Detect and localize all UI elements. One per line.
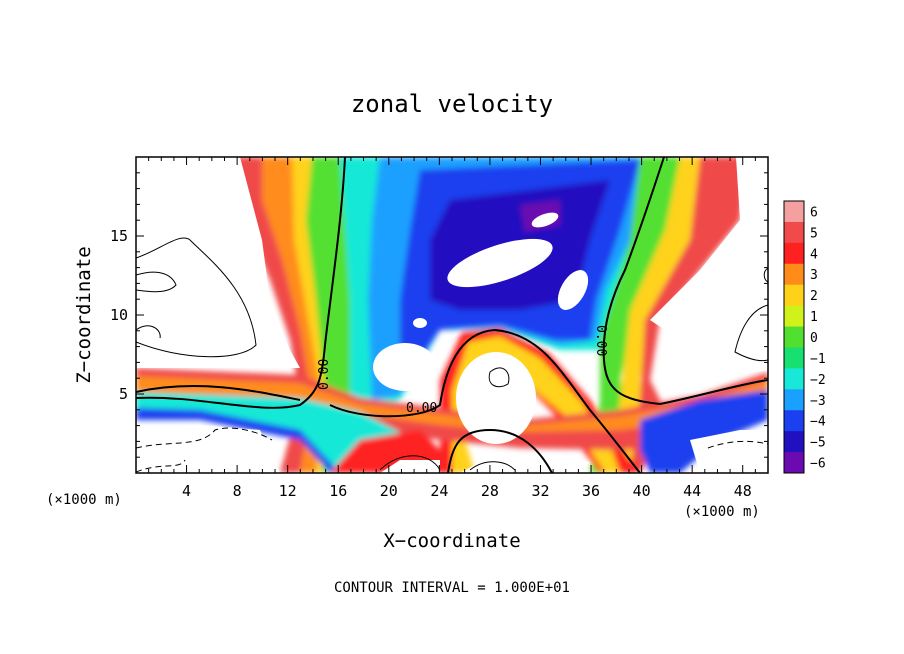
x-axis-label: X−coordinate [383, 530, 520, 552]
contour-lines [136, 157, 768, 473]
y-unit-label: (×1000 m) [46, 492, 122, 508]
field-low-right-blue [640, 390, 768, 473]
colorbar-label: −3 [810, 394, 826, 409]
colorbar-label: −2 [810, 373, 826, 388]
field-right-column-red [630, 157, 748, 473]
x-tick-label: 24 [430, 482, 448, 500]
x-tick-label: 40 [633, 482, 651, 500]
x-tick-label: 8 [233, 482, 242, 500]
field-low-band-cyan [136, 392, 400, 473]
velocity-field [136, 157, 768, 473]
colorbar-label: 5 [810, 226, 818, 241]
x-tick-label: 12 [279, 482, 297, 500]
colorbar-swatch [784, 305, 804, 328]
colorbar-frame [783, 200, 805, 474]
x-tick-label: 48 [734, 482, 752, 500]
contour-label-left: 0.00 [317, 359, 332, 390]
y-axis-label: Z−coordinate [73, 246, 95, 383]
colorbar-swatch [784, 368, 804, 390]
colorbar-label: 2 [810, 289, 818, 304]
colorbar-swatch [784, 263, 804, 286]
x-tick-label: 36 [582, 482, 600, 500]
colorbar-label: 1 [810, 310, 818, 325]
x-tick-label: 28 [481, 482, 499, 500]
y-tick-label: 15 [110, 227, 128, 245]
colorbar-swatch [784, 347, 804, 369]
x-tick-label: 20 [380, 482, 398, 500]
colorbar-swatch [784, 242, 804, 265]
colorbar-swatch [784, 410, 804, 432]
x-tick-label: 4 [182, 482, 191, 500]
colorbar-label: 3 [810, 268, 818, 283]
colorbar-label: −4 [810, 415, 826, 430]
colorbar-swatch [784, 452, 804, 474]
colorbar-swatch [784, 326, 804, 348]
contour-interval-note: CONTOUR INTERVAL = 1.000E+01 [334, 580, 570, 596]
x-unit-label: (×1000 m) [684, 504, 760, 520]
field-white-holes [136, 157, 768, 473]
color-bar: 6 5 4 3 2 1 0 −1 −2 −3 −4 −5 −6 [783, 200, 826, 474]
colorbar-label: −1 [810, 352, 826, 367]
contour-label-right: 0.00 [593, 325, 608, 356]
x-tick-label: 44 [683, 482, 701, 500]
colorbar-label: 4 [810, 247, 818, 262]
y-tick-label: 10 [110, 306, 128, 324]
colorbar-label: −5 [810, 436, 826, 451]
contour-label-center: 0.00 [406, 401, 437, 416]
x-tick-label: 16 [329, 482, 347, 500]
colorbar-swatch [784, 201, 804, 223]
field-low-band-orange [136, 376, 768, 432]
colorbar-swatch [784, 284, 804, 307]
chart-title: zonal velocity [351, 90, 553, 118]
colorbar-swatch [784, 431, 804, 453]
colorbar-swatch [784, 221, 804, 244]
colorbar-swatch [784, 389, 804, 411]
x-tick-label: 32 [531, 482, 549, 500]
y-tick-label: 5 [119, 385, 128, 403]
colorbar-label: −6 [810, 457, 826, 472]
colorbar-label: 6 [810, 205, 818, 220]
colorbar-label: 0 [810, 331, 818, 346]
